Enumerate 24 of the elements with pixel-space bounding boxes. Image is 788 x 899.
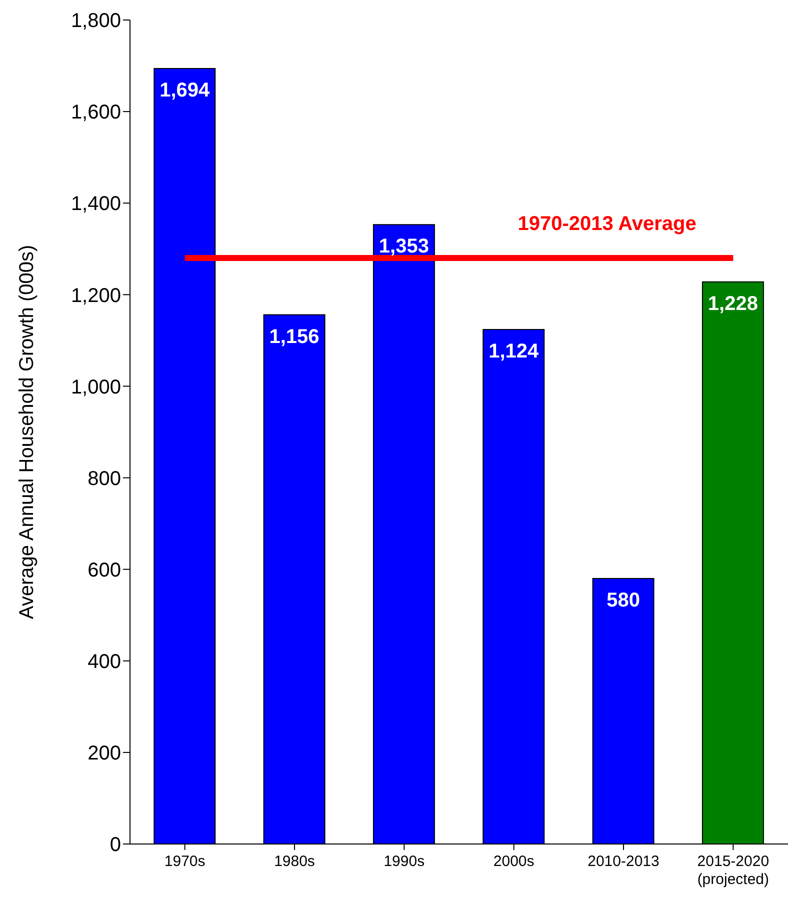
data-label: 1,156 xyxy=(269,326,320,348)
y-tick-label: 600 xyxy=(88,559,121,582)
y-tick-label: 1,000 xyxy=(70,376,121,398)
x-tick-label: 1980s xyxy=(274,853,315,870)
y-tick-label: 1,600 xyxy=(70,102,121,124)
y-tick-label: 1,400 xyxy=(70,193,121,216)
x-tick-label: 2015-2020 (projected) xyxy=(697,853,770,888)
data-label: 1,694 xyxy=(160,80,211,102)
y-tick-label: 200 xyxy=(88,742,121,765)
x-tick-label: 2010-2013 xyxy=(588,853,660,870)
data-label: 1,228 xyxy=(708,292,758,315)
y-tick-label: 400 xyxy=(88,650,121,673)
x-tick-label: 1990s xyxy=(384,853,425,870)
y-tick-label: 1,800 xyxy=(70,10,121,32)
y-tick-label: 1,200 xyxy=(70,284,121,307)
data-label: 1,353 xyxy=(378,236,429,258)
data-label: 1,124 xyxy=(488,340,540,362)
y-axis-title: Average Annual Household Growth (000s) xyxy=(16,244,38,620)
x-tick-label: 2000s xyxy=(493,853,534,870)
data-label: 580 xyxy=(606,589,640,612)
x-tick-label: 1970s xyxy=(164,853,206,870)
y-tick-label: 800 xyxy=(88,468,121,490)
y-tick-label: 0 xyxy=(110,834,121,856)
ref-line-label: 1970-2013 Average xyxy=(518,213,696,236)
